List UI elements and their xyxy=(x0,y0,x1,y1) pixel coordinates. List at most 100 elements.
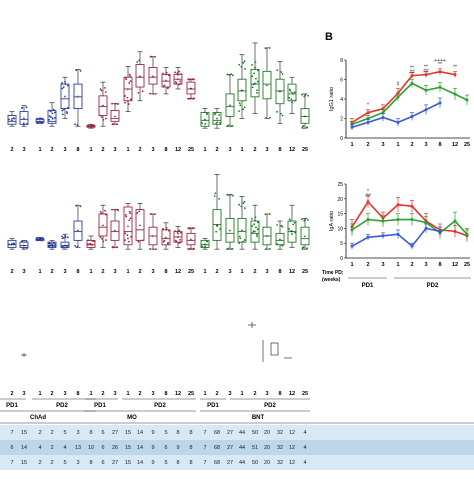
table-cell: 6 xyxy=(101,459,105,466)
top-row-point xyxy=(290,98,293,101)
mid-row-point xyxy=(228,194,231,197)
table-cell: 12 xyxy=(288,429,296,436)
mid-row-point xyxy=(281,244,284,247)
mid-row-x-tick: 3 xyxy=(265,269,268,275)
top-row-point xyxy=(89,125,92,128)
top-row-x-tick: 3 xyxy=(151,147,154,153)
top-row-point xyxy=(61,82,63,84)
top-row-x-tick: 3 xyxy=(265,147,268,153)
x-tick-label: 1 xyxy=(350,262,353,268)
bottom-x-tick: 8 xyxy=(278,391,281,397)
mid-row-mean-marker: + xyxy=(114,229,117,235)
mid-row-point xyxy=(254,219,257,222)
table-cell: 12 xyxy=(288,444,296,451)
x-tick-label: 12 xyxy=(452,142,458,148)
mid-row-point xyxy=(79,205,82,208)
mid-row-point xyxy=(101,237,103,240)
top-row-x-tick: 3 xyxy=(113,147,116,153)
top-row-point xyxy=(294,99,296,102)
mid-row-point xyxy=(22,247,25,249)
y-tick-label: 6 xyxy=(340,78,343,84)
mid-row-point xyxy=(128,219,131,222)
mid-row-point xyxy=(280,224,283,227)
mid-row-point xyxy=(165,228,168,231)
mid-row-point xyxy=(215,230,218,233)
mid-row-point xyxy=(256,228,259,231)
mid-row-x-tick: 8 xyxy=(278,269,281,275)
mid-row-point xyxy=(61,245,64,248)
mid-row-point xyxy=(64,235,67,238)
table-cell: 4 xyxy=(38,444,42,451)
top-row-point xyxy=(254,66,257,69)
pd-label: PD1 xyxy=(6,403,18,409)
top-row-point xyxy=(281,114,284,117)
mid-row-point xyxy=(239,237,242,240)
mid-row-mean-marker: + xyxy=(266,234,269,240)
top-row-point xyxy=(8,118,10,121)
top-row-point xyxy=(256,91,258,94)
top-row-point xyxy=(62,86,65,88)
mid-row-point xyxy=(293,221,296,224)
mid-row-point xyxy=(178,242,181,244)
top-row-point xyxy=(174,71,177,74)
table-cell: 2 xyxy=(50,444,54,451)
mid-row-mean-marker: + xyxy=(102,223,105,229)
top-row-point xyxy=(251,86,254,89)
top-row-point xyxy=(252,83,255,86)
mid-row-x-tick: 1 xyxy=(38,269,41,275)
bottom-x-tick: 1 xyxy=(89,391,92,397)
x-tick-label: 12 xyxy=(452,262,458,268)
top-row-point xyxy=(304,94,307,97)
mid-row-point xyxy=(219,228,221,230)
top-row-mean-marker: + xyxy=(177,77,180,83)
table-cell: 8 xyxy=(176,459,180,466)
top-row-mean-marker: + xyxy=(204,117,207,123)
top-row-point xyxy=(276,110,279,113)
mid-row-mean-marker: + xyxy=(11,242,14,248)
top-row-mean-marker: + xyxy=(241,88,244,94)
mid-row-point xyxy=(291,233,293,236)
mid-row-point xyxy=(216,225,219,228)
pd-label: PD2 xyxy=(56,403,68,409)
mid-row-mean-marker: + xyxy=(165,235,168,241)
bottom-x-tick: 1 xyxy=(203,391,206,397)
mid-row-point xyxy=(238,235,241,238)
mid-row-point xyxy=(25,240,28,242)
top-row-point xyxy=(64,81,66,83)
top-row-point xyxy=(115,123,118,126)
top-row-point xyxy=(22,122,25,125)
mid-row-mean-marker: + xyxy=(254,230,257,236)
mid-row-point xyxy=(65,245,68,248)
vaccine-label: BNT xyxy=(252,415,265,421)
top-row-mean-marker: + xyxy=(229,103,232,109)
mid-row-point xyxy=(166,242,169,245)
green-series-point xyxy=(465,232,469,236)
mid-row-point xyxy=(232,194,234,197)
table-cell: 32 xyxy=(276,459,284,466)
top-row-box xyxy=(200,112,210,127)
mid-row-point xyxy=(256,233,258,236)
mid-row-mean-marker: + xyxy=(229,228,232,234)
top-row-mean-marker: + xyxy=(279,89,282,95)
mid-row-point xyxy=(104,213,107,216)
bottom-x-tick: 8 xyxy=(76,391,79,397)
blue-series-point xyxy=(350,125,354,129)
mid-row-point xyxy=(115,246,118,249)
red-series-point xyxy=(438,70,442,74)
top-row-x-tick: 1 xyxy=(126,147,129,153)
top-row-point xyxy=(178,70,181,73)
mid-row-point xyxy=(168,229,170,232)
mid-row-point xyxy=(155,248,157,251)
pd-label: PD2 xyxy=(154,403,166,409)
mid-row-point xyxy=(105,239,107,241)
mid-row-point xyxy=(124,232,127,235)
table-cell: 27 xyxy=(111,429,119,436)
top-row-point xyxy=(187,97,189,100)
mid-row-point xyxy=(54,243,56,245)
top-row-point xyxy=(128,73,131,76)
mid-row-point xyxy=(230,193,233,196)
mid-row-box xyxy=(300,226,310,246)
top-row-point xyxy=(289,89,292,92)
table-cell: 7 xyxy=(10,459,14,466)
mid-row-point xyxy=(116,208,119,211)
